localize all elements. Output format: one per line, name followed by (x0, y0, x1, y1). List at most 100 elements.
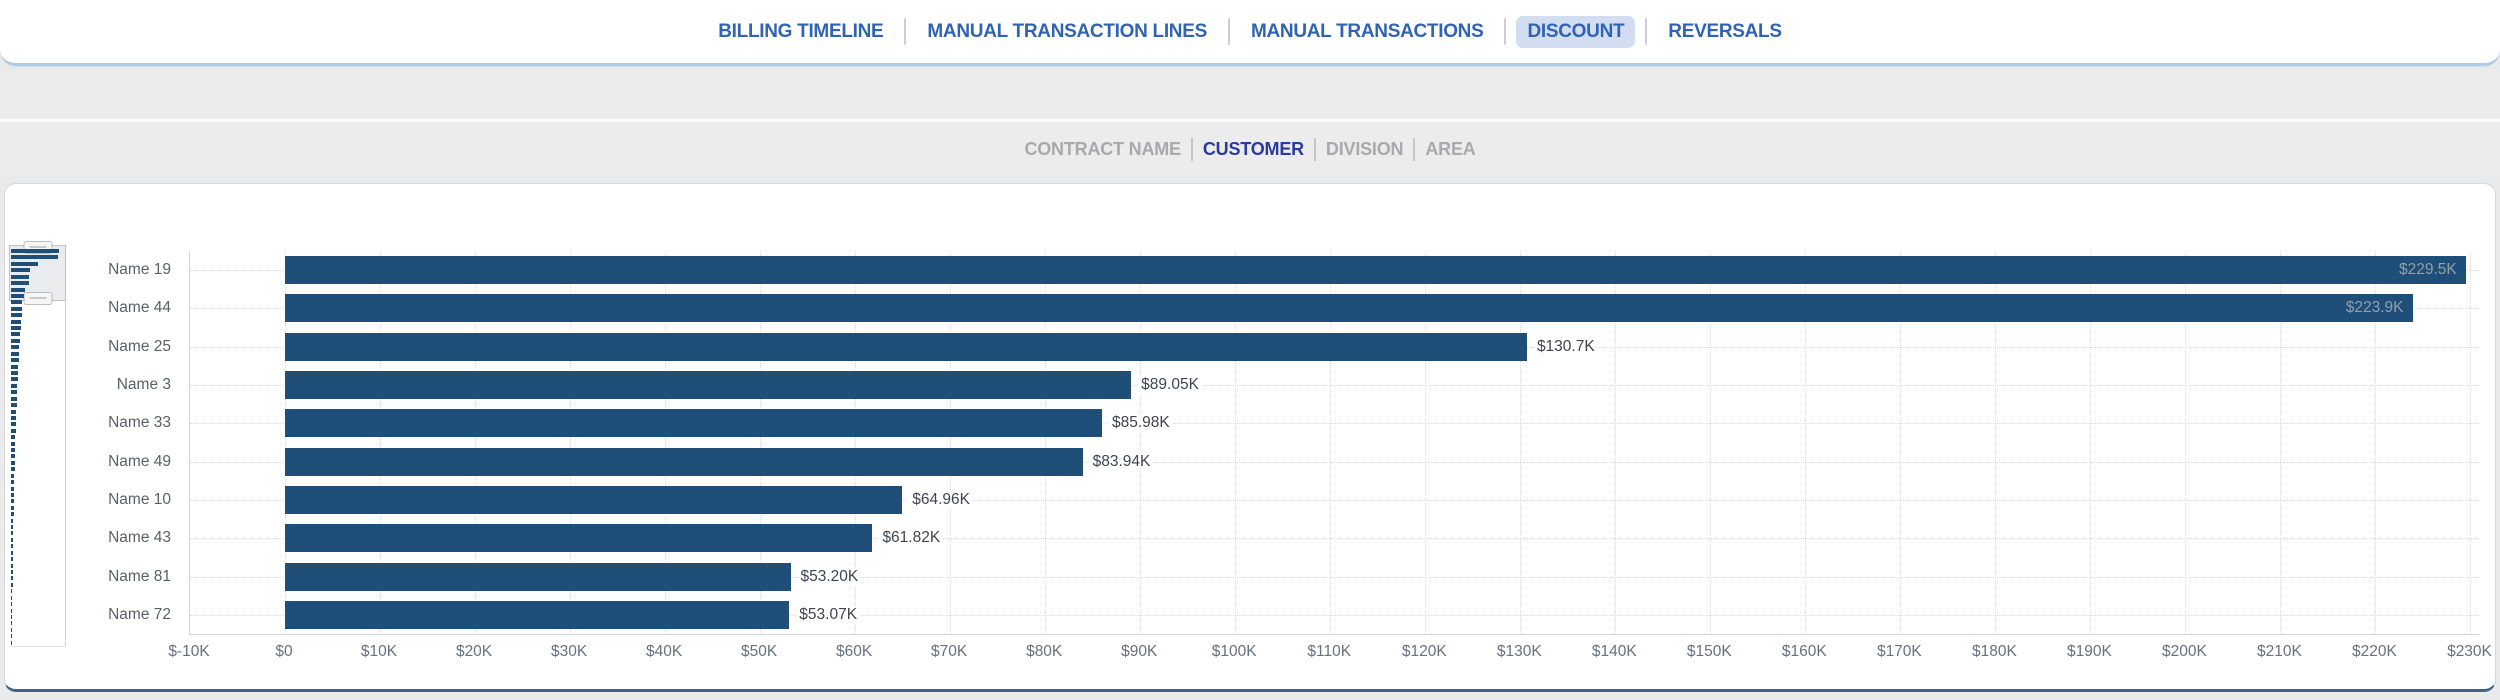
minimap-bar (11, 364, 19, 369)
vertical-gridline (950, 251, 952, 634)
x-axis-tick-label: $30K (550, 643, 588, 660)
chart-bar-name-33[interactable] (285, 409, 1102, 438)
minimap-bar (11, 512, 14, 517)
vertical-gridline (380, 251, 382, 634)
chart-bar-name-81[interactable] (285, 562, 791, 591)
vertical-gridline (855, 251, 857, 634)
vertical-gridline (1330, 251, 1332, 634)
y-axis-label: Name 81 (108, 567, 171, 585)
minimap-bar (11, 441, 16, 446)
toolbar-separator (1313, 137, 1316, 161)
horizontal-gridline (190, 385, 2480, 387)
tab-billing-timeline[interactable]: BILLING TIMELINE (718, 20, 884, 42)
x-axis-tick-label: $10K (360, 643, 398, 660)
vertical-gridline (2090, 251, 2092, 634)
y-axis-label: Name 44 (108, 299, 171, 317)
minimap-bar (11, 499, 14, 504)
x-axis-tick-label: $100K (1211, 643, 1257, 660)
minimap-bar (11, 319, 22, 324)
x-axis-tick-label: $130K (1496, 643, 1542, 660)
nav-separator (1504, 18, 1507, 45)
chart-overview-scrollbar[interactable] (9, 241, 66, 647)
minimap-bar (11, 377, 18, 382)
bar-value-label: $53.20K (797, 567, 862, 586)
vertical-gridline (1235, 251, 1237, 634)
scrollbar-viewport[interactable] (9, 241, 66, 305)
scrollbar-handle-bottom-icon[interactable] (23, 292, 52, 305)
chart-bar-name-19[interactable]: $229.5K (285, 256, 2466, 285)
horizontal-gridline (190, 538, 2480, 540)
tab-manual-transaction-lines[interactable]: MANUAL TRANSACTION LINES (927, 20, 1207, 42)
x-axis-tick-label: $40K (645, 643, 683, 660)
group-by-division[interactable]: DIVISION (1325, 138, 1404, 159)
tab-manual-transactions[interactable]: MANUAL TRANSACTIONS (1250, 20, 1484, 42)
minimap-bar (11, 390, 18, 395)
chart-bar-name-44[interactable]: $223.9K (285, 294, 2413, 323)
minimap-bar (11, 403, 17, 408)
minimap-bar (11, 467, 15, 472)
minimap-bar (11, 396, 17, 401)
x-axis-tick-label: $60K (836, 643, 873, 660)
minimap-bar (11, 550, 13, 555)
minimap-bar (11, 428, 16, 433)
y-axis-label: Name 33 (108, 414, 171, 432)
x-axis-tick-label: $70K (931, 643, 968, 660)
minimap-bar (11, 274, 29, 279)
minimap-bar (11, 486, 15, 491)
vertical-gridline (1710, 251, 1712, 634)
vertical-gridline (1045, 251, 1047, 634)
bar-value-label: $223.9K (2345, 299, 2404, 317)
minimap-bar (11, 544, 14, 549)
minimap-bar (11, 460, 15, 465)
vertical-gridline (2375, 251, 2377, 634)
vertical-gridline (2185, 251, 2187, 634)
bar-value-label: $89.05K (1138, 376, 1202, 395)
group-by-area[interactable]: AREA (1425, 138, 1476, 159)
y-axis-label: Name 25 (108, 337, 171, 355)
ribbon-strip (0, 72, 2500, 119)
vertical-gridline (1520, 251, 1522, 634)
top-tab-bar: BILLING TIMELINE MANUAL TRANSACTION LINES… (0, 0, 2500, 66)
minimap-bar (11, 261, 39, 266)
minimap-bar (11, 570, 13, 574)
minimap-bar (11, 505, 14, 510)
minimap-bar (11, 287, 25, 292)
vertical-gridline (1995, 251, 1997, 634)
horizontal-gridline (190, 614, 2480, 616)
tab-reversals[interactable]: REVERSALS (1668, 20, 1782, 42)
minimap-bar (11, 370, 18, 375)
minimap-bar (11, 255, 58, 260)
chart-bar-name-49[interactable] (285, 447, 1083, 476)
chart-bar-name-3[interactable] (285, 371, 1132, 400)
chart-bar-name-10[interactable] (285, 485, 903, 514)
discount-chart-panel: $229.5K $223.9K $130.7K $89.05K $85.98K $83.9… (4, 183, 2496, 692)
group-by-customer[interactable]: CUSTOMER (1202, 138, 1304, 159)
chart-bar-name-72[interactable] (285, 600, 790, 629)
group-by-contract-name[interactable]: CONTRACT NAME (1024, 138, 1181, 159)
nav-separator (1645, 18, 1648, 45)
minimap-bar (11, 249, 59, 253)
y-axis-label: Name 43 (108, 529, 171, 547)
tab-discount[interactable]: DISCOUNT (1516, 15, 1636, 48)
horizontal-gridline (190, 576, 2480, 578)
x-axis-tick-label: $210K (2257, 643, 2302, 660)
minimap-bar (11, 326, 21, 331)
bar-value-label: $85.98K (1109, 414, 1173, 433)
chart-bar-name-25[interactable] (285, 332, 1527, 361)
minimap-bar (11, 435, 16, 440)
x-axis-tick-label: $-10K (168, 643, 210, 660)
minimap-bar (11, 300, 23, 305)
minimap-bar (11, 338, 20, 343)
chart-bar-name-43[interactable] (285, 524, 873, 553)
toolbar-separator (1190, 137, 1193, 161)
minimap-bar (11, 268, 30, 273)
vertical-gridline (285, 251, 287, 634)
minimap-bar (11, 537, 14, 542)
x-axis-tick-label: $80K (1026, 643, 1063, 660)
minimap-bar (11, 525, 14, 530)
minimap-bar (11, 448, 16, 453)
vertical-gridline (2470, 251, 2472, 634)
x-axis-tick-label: $110K (1307, 643, 1352, 660)
bar-value-label: $229.5K (2398, 261, 2457, 279)
toolbar-separator (1413, 137, 1416, 161)
